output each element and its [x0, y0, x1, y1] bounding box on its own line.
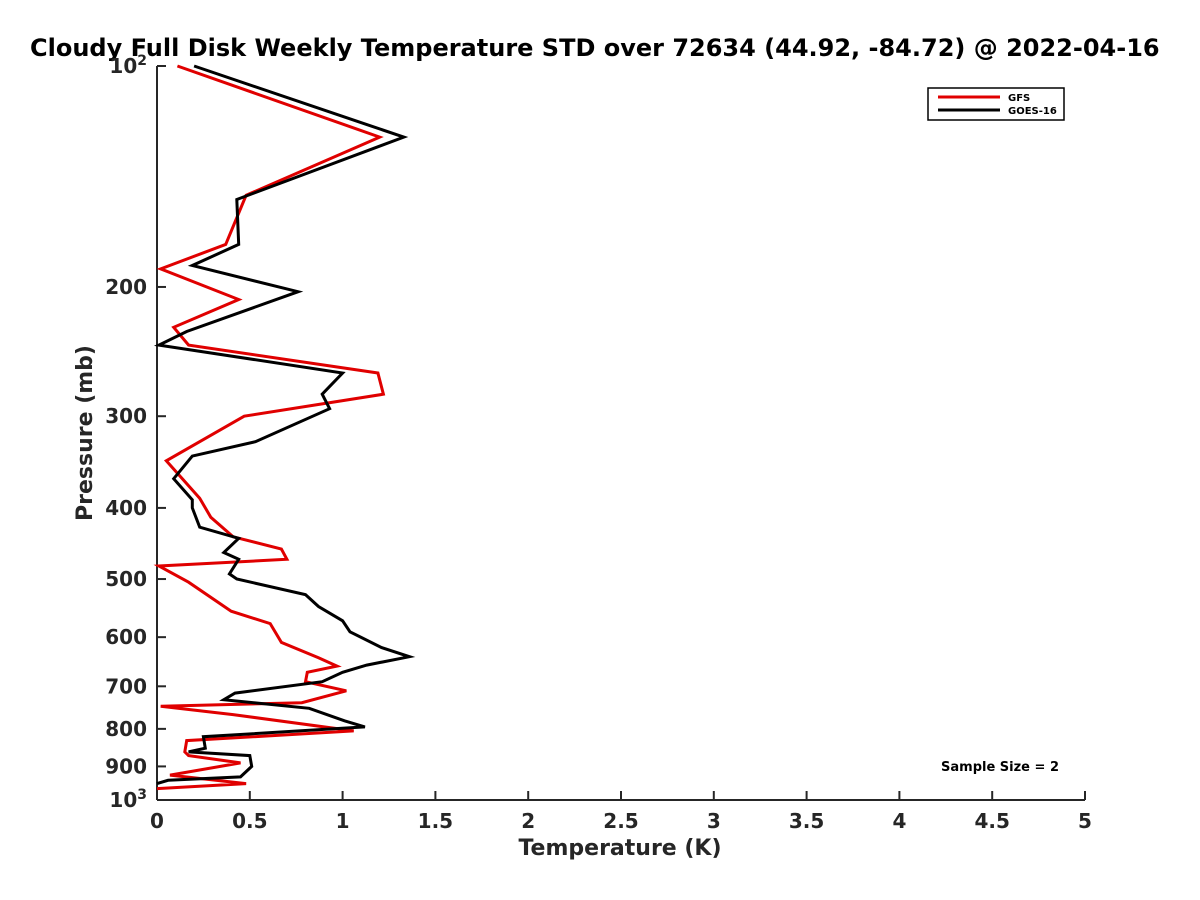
y-tick-label: 500: [105, 567, 147, 591]
legend-label: GFS: [1008, 93, 1030, 104]
y-tick-label: 800: [105, 717, 147, 741]
y-tick-label: 600: [105, 625, 147, 649]
y-tick-label: 400: [105, 496, 147, 520]
series-line-gfs: [153, 64, 386, 791]
annotations: Sample Size = 2: [941, 760, 1059, 775]
x-tick-label: 4.5: [974, 809, 1009, 833]
y-tick-label: 200: [105, 275, 147, 299]
x-tick-label: 5: [1078, 809, 1092, 833]
y-tick-label: 700: [105, 674, 147, 698]
x-tick-label: 0.5: [232, 809, 267, 833]
x-tick-label: 1: [336, 809, 350, 833]
x-tick-label: 3: [707, 809, 721, 833]
y-tick-label: 900: [105, 754, 147, 778]
legend-label: GOES-16: [1008, 106, 1057, 117]
x-tick-label: 1.5: [418, 809, 453, 833]
y-tick-label: 300: [105, 404, 147, 428]
y-axis-ticks: 102 200 300 400 500 600 700 800 900 103: [105, 53, 166, 812]
y-axis-label: Pressure (mb): [73, 345, 98, 521]
x-tick-label: 2.5: [603, 809, 638, 833]
x-axis-ticks: 0 0.5 1 1.5 2 2.5 3 3.5 4 4.5 5: [150, 791, 1092, 833]
chart-title: Cloudy Full Disk Weekly Temperature STD …: [30, 34, 1160, 62]
sample-size-annotation: Sample Size = 2: [941, 760, 1059, 775]
y-tick-label: 103: [109, 787, 147, 812]
legend-box: [927, 87, 1065, 121]
x-tick-label: 4: [892, 809, 906, 833]
x-tick-label: 2: [521, 809, 535, 833]
x-tick-label: 0: [150, 809, 164, 833]
series-line-goes-16: [153, 64, 416, 786]
x-tick-label: 3.5: [789, 809, 824, 833]
y-tick-label: 102: [109, 53, 147, 78]
series-group: [153, 64, 416, 791]
legend: GFS GOES-16: [927, 87, 1065, 121]
x-axis-label: Temperature (K): [518, 836, 721, 861]
